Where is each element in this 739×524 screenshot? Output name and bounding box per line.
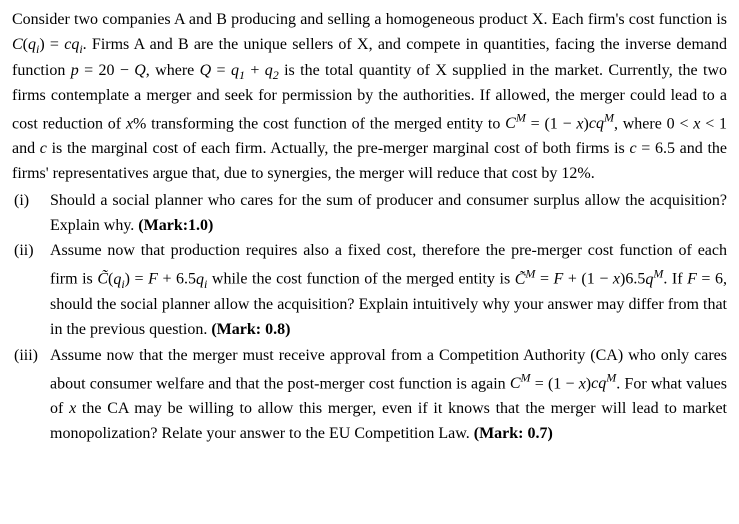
- main-paragraph: Consider two companies A and B producing…: [12, 8, 727, 187]
- item-text: Should a social planner who cares for th…: [50, 189, 727, 239]
- question-item-1: (i) Should a social planner who cares fo…: [12, 189, 727, 239]
- question-item-3: (iii) Assume now that the merger must re…: [12, 344, 727, 447]
- document-content: Consider two companies A and B producing…: [12, 8, 727, 446]
- item-text: Assume now that the merger must receive …: [50, 344, 727, 447]
- mark-label: (Mark:1.0): [138, 217, 213, 234]
- question-item-2: (ii) Assume now that production requires…: [12, 239, 727, 343]
- item-label: (ii): [12, 239, 50, 343]
- item-label: (i): [12, 189, 50, 239]
- mark-label: (Mark: 0.7): [474, 425, 553, 442]
- item-label: (iii): [12, 344, 50, 447]
- item-text: Assume now that production requires also…: [50, 239, 727, 343]
- mark-label: (Mark: 0.8): [211, 321, 290, 338]
